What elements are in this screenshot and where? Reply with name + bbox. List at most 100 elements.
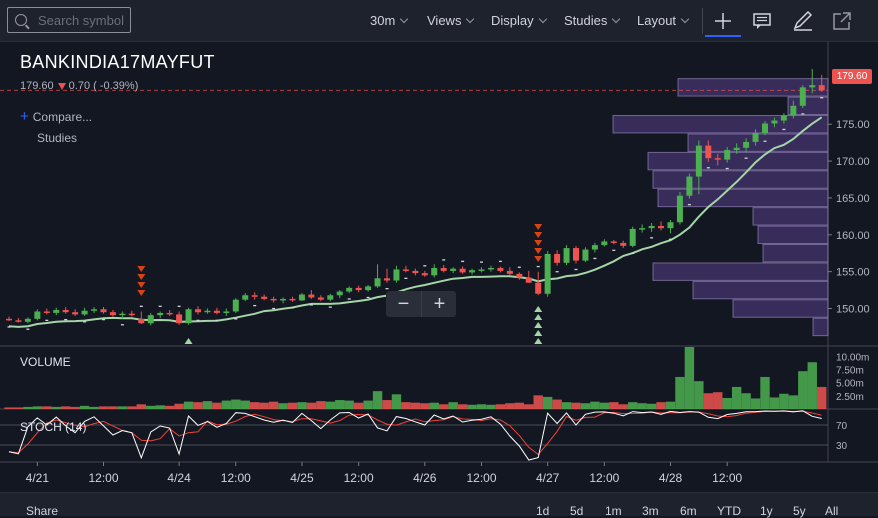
volume-bar [807,362,817,409]
zoom-out-button[interactable]: − [397,293,410,315]
compare-button[interactable]: + Compare... [20,108,92,125]
candle-body [743,141,750,148]
candle-body [752,133,759,142]
range-1y[interactable]: 1y [760,504,773,518]
range-all[interactable]: All [825,504,839,518]
symbol-search[interactable] [7,7,131,33]
last-price: 179.60 [20,80,54,92]
volume-bar [779,393,789,409]
draw-icon [793,10,813,31]
candle-body [431,267,438,276]
volume-bar [335,400,345,409]
volume-bar [476,404,487,409]
candle-body [591,245,598,250]
views-menu[interactable]: Views [427,0,475,42]
volume-profile-bar [647,151,829,171]
interval-dropdown[interactable]: 30m [370,0,409,42]
range-6m[interactable]: 6m [680,504,697,518]
candle-body [157,312,164,316]
volume-bar [325,401,335,409]
candle-body [6,318,12,321]
down-arrow-icon [57,83,66,90]
volume-bar [750,398,761,409]
candle-body [365,286,372,291]
psar-dot [744,157,748,159]
display-menu[interactable]: Display [491,0,547,42]
volume-bar [287,402,298,409]
volume-profile-bar [692,280,829,300]
annotation-button[interactable] [746,6,780,36]
psar-dot [328,306,332,308]
draw-button[interactable] [786,6,820,36]
psar-dot [385,288,389,290]
range-1d[interactable]: 1d [536,504,550,518]
candle-body [251,295,258,297]
candle-body [232,299,239,312]
volume-tick-label: 2.50m [836,392,864,403]
volume-bar [391,394,402,409]
time-tick-label: 12:00 [589,471,619,485]
candle-body [516,273,523,278]
range-1m[interactable]: 1m [605,504,622,518]
volume-bar [61,406,71,409]
volume-bar [703,393,713,409]
zoom-in-button[interactable]: + [421,291,457,317]
candle-body [639,228,646,230]
studies-menu[interactable]: Studies [564,0,621,42]
candle-body [91,309,98,311]
psar-dot [593,257,597,260]
studies-legend[interactable]: Studies [37,131,78,145]
psar-dot [687,203,691,206]
share-button[interactable]: Share [26,504,59,518]
candle-body [658,225,665,229]
chart-canvas[interactable]: 150.00 155.00 160.00 165.00 170.00 175.00 2.50… [0,42,878,492]
volume-bar [561,402,572,409]
volume-bar [684,347,695,409]
volume-bar [410,402,421,409]
range-3m[interactable]: 3m [642,504,659,518]
crosshair-button[interactable] [705,6,741,37]
time-tick-label: 12:00 [712,471,742,485]
volume-bar [637,403,647,409]
candle-body [15,320,22,322]
volume-bar [146,405,156,409]
psar-dot [272,307,276,310]
candle-body [601,241,608,246]
range-5y[interactable]: 5y [793,504,806,518]
layout-label: Layout [637,13,677,28]
candle-body [43,311,50,313]
psar-dot [309,304,313,306]
layout-menu[interactable]: Layout [637,0,690,42]
volume-profile-bar [762,244,829,263]
candle-body [62,309,69,313]
range-ytd[interactable]: YTD [717,504,741,518]
volume-bar [4,407,14,409]
volume-bar [788,395,799,409]
psar-dot [574,268,578,271]
search-input[interactable] [38,11,128,29]
popout-button[interactable] [825,6,859,36]
chart-area[interactable]: 150.00 155.00 160.00 165.00 170.00 175.00 2.50… [0,42,878,492]
candle-body [686,176,693,196]
psar-dot [177,305,181,308]
chevron-down-icon [400,14,409,24]
volume-bar [731,386,742,409]
candle-body [771,120,778,124]
candle-body [478,269,485,271]
sell-signal-arrow [534,224,543,230]
range-5d[interactable]: 5d [570,504,584,518]
candle-body [582,249,589,261]
psar-dot [650,237,654,239]
candle-body [308,294,315,298]
buy-signal-arrow [534,338,543,344]
time-tick-label: 12:00 [466,471,496,485]
volume-bar [817,386,827,409]
candle-body [440,267,447,271]
interval-label: 30m [370,13,396,28]
volume-bar [202,401,213,409]
psar-dot [669,238,672,240]
psar-dot [725,167,729,170]
volume-bar [363,400,373,409]
volume-bar [278,403,288,409]
candle-body [450,268,457,271]
